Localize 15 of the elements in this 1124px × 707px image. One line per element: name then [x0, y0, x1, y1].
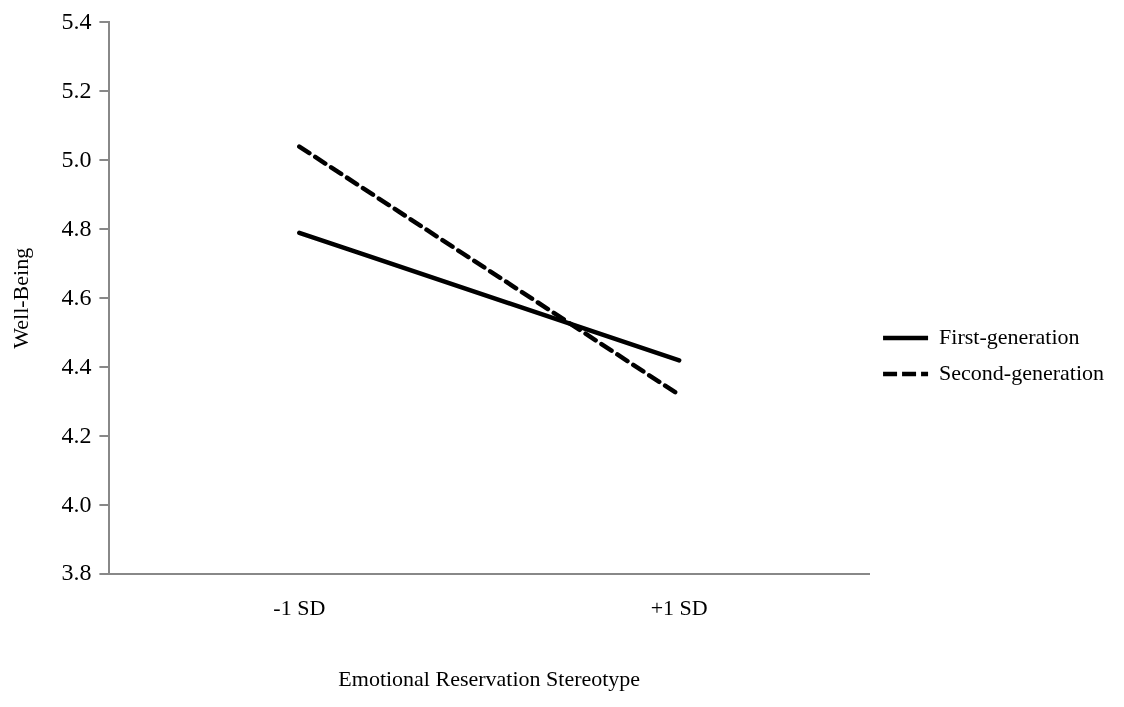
y-tick-label: 5.4	[61, 7, 92, 34]
x-axis-title: Emotional Reservation Stereotype	[338, 665, 641, 691]
y-tick-label: 5.2	[61, 76, 92, 103]
legend-label: Second-generation	[939, 359, 1104, 385]
y-tick-label: 3.8	[61, 559, 92, 586]
y-tick-label: 4.8	[61, 214, 92, 241]
legend-label: First-generation	[939, 323, 1080, 349]
x-tick-label: -1 SD	[273, 595, 326, 621]
y-axis-title: Well-Being	[7, 247, 33, 349]
y-tick-label: 4.4	[61, 352, 92, 379]
y-tick-label: 4.0	[61, 490, 92, 517]
y-tick-label: 5.0	[61, 145, 92, 172]
y-tick-label: 4.6	[61, 283, 92, 310]
y-tick-label: 4.2	[61, 421, 92, 448]
x-tick-label: +1 SD	[650, 595, 708, 621]
